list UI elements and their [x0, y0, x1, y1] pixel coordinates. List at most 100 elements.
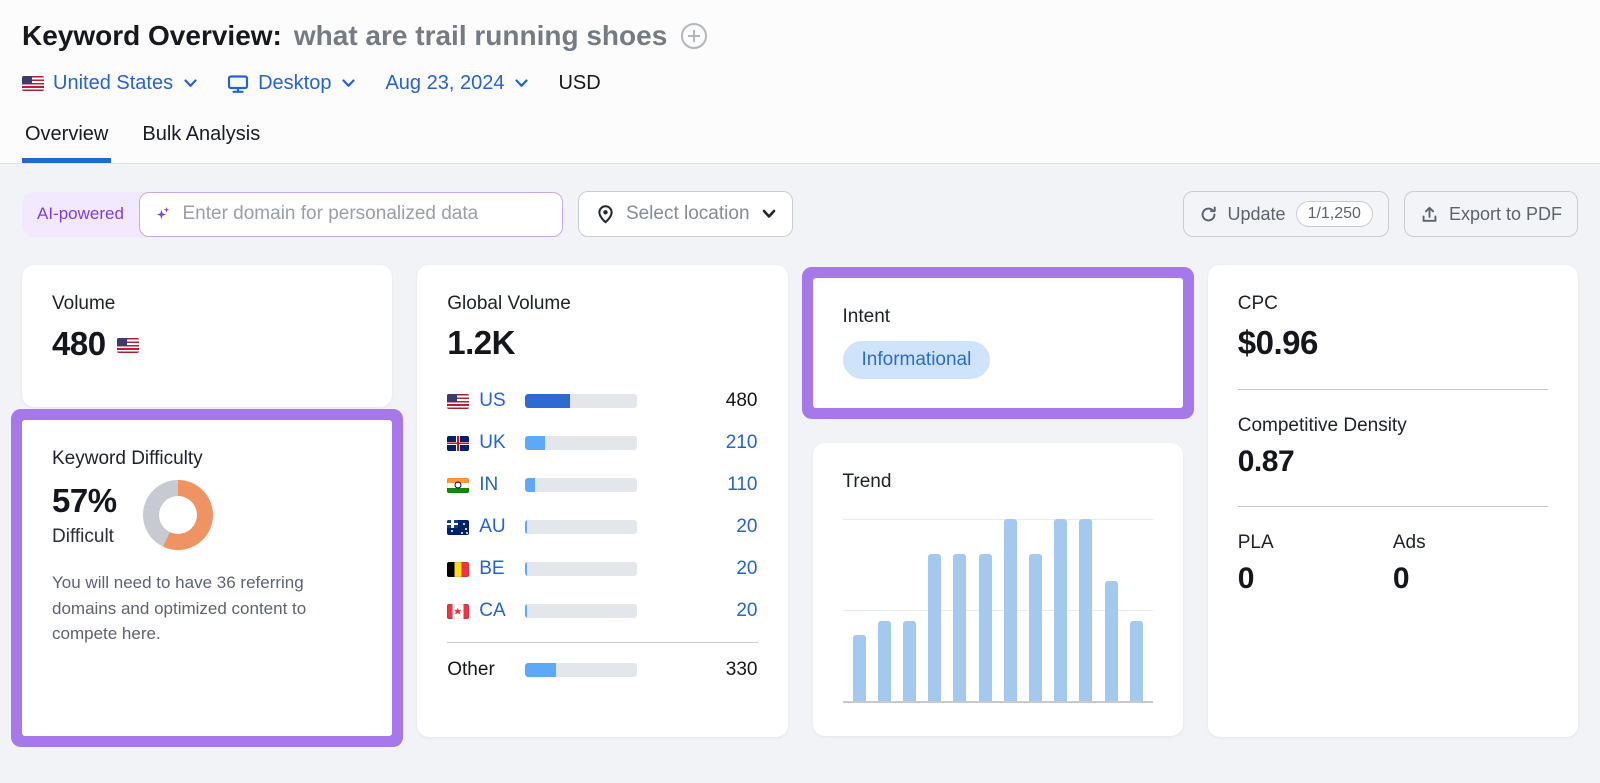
us-flag-icon: [116, 337, 139, 353]
country-code-link[interactable]: AU: [479, 516, 506, 537]
country-selector[interactable]: United States: [22, 72, 197, 95]
global-volume-card: Global Volume 1.2K US 480 UK 210 IN 110 AU 20 BE…: [417, 265, 788, 737]
donut-hole: [158, 496, 197, 534]
volume-bar: [525, 436, 638, 450]
country-volume-row: CA 20: [447, 590, 758, 632]
country-volume-value: 480: [725, 390, 758, 411]
pla-ads-row: PLA 0 Ads 0: [1238, 532, 1548, 596]
country-code-link[interactable]: US: [479, 390, 506, 411]
gridline: [842, 610, 1153, 611]
competitive-density-label: Competitive Density: [1237, 415, 1407, 436]
volume-value: 480: [52, 325, 106, 362]
difficulty-description: You will need to have 36 referring domai…: [52, 573, 307, 643]
country-code-link[interactable]: BE: [479, 558, 505, 579]
update-label: Update: [1227, 203, 1286, 224]
keyword-difficulty-value: 57%: [52, 482, 117, 519]
pla-block: PLA 0: [1238, 532, 1393, 596]
metrics-grid: Volume 480 Keyword Difficulty 57% Diffic…: [22, 265, 1578, 737]
trend-bar: [1003, 519, 1017, 701]
filters-row: United States Desktop Aug 23, 2024 USD: [22, 72, 1578, 95]
select-location-label: Select location: [625, 203, 750, 224]
column-4: CPC $0.96 Competitive Density 0.87 PLA 0…: [1207, 265, 1578, 737]
domain-input-wrapper: [138, 191, 563, 237]
keyword-difficulty-label: Keyword Difficulty: [52, 448, 203, 469]
difficulty-donut: [142, 480, 213, 550]
volume-bar: [525, 520, 638, 534]
select-location-button[interactable]: Select location: [577, 191, 793, 237]
global-volume-value: 1.2K: [447, 324, 515, 361]
divider: [1237, 506, 1548, 507]
trend-card: Trend: [812, 443, 1183, 736]
trend-label: Trend: [842, 471, 892, 492]
device-selector-label: Desktop: [258, 72, 332, 94]
cpc-label: CPC: [1237, 293, 1278, 314]
domain-input[interactable]: [182, 203, 548, 225]
date-selector[interactable]: Aug 23, 2024: [385, 72, 529, 95]
location-pin-icon: [598, 205, 613, 224]
uk-flag-icon: [447, 435, 470, 451]
intent-badge: Informational: [842, 341, 991, 379]
country-volume-row: BE 20: [447, 548, 758, 590]
page-header: Keyword Overview: what are trail running…: [0, 0, 1600, 164]
toolbar-right: Update 1/1,250 Export to PDF: [1182, 191, 1578, 237]
gridline: [842, 519, 1153, 520]
ai-powered-badge: AI-powered: [37, 204, 124, 223]
title-row: Keyword Overview: what are trail running…: [22, 20, 1578, 52]
country-volume-value[interactable]: 210: [725, 432, 758, 453]
intent-label: Intent: [842, 306, 891, 327]
keyword-difficulty-card: Keyword Difficulty 57% Difficult You wil…: [22, 420, 393, 736]
volume-bar: [525, 394, 638, 408]
export-pdf-button[interactable]: Export to PDF: [1403, 191, 1578, 237]
trend-bar: [953, 553, 967, 701]
trend-bar: [928, 553, 942, 701]
volume-card: Volume 480: [22, 265, 393, 407]
refresh-icon: [1201, 206, 1216, 221]
ca-flag-icon: [447, 603, 470, 619]
difficulty-level-label: Difficult: [52, 526, 114, 547]
country-code-link[interactable]: CA: [479, 600, 506, 621]
update-button[interactable]: Update 1/1,250: [1182, 191, 1389, 237]
other-volume-value: 330: [725, 659, 758, 680]
trend-bar: [902, 620, 916, 701]
device-selector[interactable]: Desktop: [227, 72, 356, 95]
tab-overview[interactable]: Overview: [22, 119, 111, 163]
trend-bar: [852, 635, 866, 701]
country-volume-value[interactable]: 20: [736, 516, 758, 537]
trend-bar: [978, 553, 992, 701]
toolbar: AI-powered Select location Update 1/1,25…: [22, 191, 1578, 237]
country-volume-row: IN 110: [447, 464, 758, 506]
competitive-density-value: 0.87: [1237, 445, 1295, 478]
export-pdf-label: Export to PDF: [1448, 203, 1562, 224]
be-flag-icon: [447, 561, 470, 577]
volume-bar: [525, 663, 638, 677]
country-volume-value[interactable]: 110: [727, 474, 758, 495]
global-volume-label: Global Volume: [447, 293, 571, 314]
other-label: Other: [447, 659, 495, 680]
country-volume-row: US 480: [447, 380, 758, 422]
us-flag-icon: [447, 393, 470, 409]
trend-bars: [852, 519, 1143, 701]
ads-label: Ads: [1392, 532, 1426, 553]
page-title: Keyword Overview:: [22, 20, 282, 51]
trend-bar: [1104, 580, 1118, 701]
volume-label: Volume: [52, 293, 116, 314]
divider: [447, 642, 758, 643]
cpc-value: $0.96: [1237, 324, 1319, 361]
keyword-text: what are trail running shoes: [293, 20, 668, 51]
pla-label: PLA: [1237, 532, 1274, 553]
in-flag-icon: [447, 477, 470, 493]
sparkle-icon: [156, 207, 170, 220]
country-volume-value[interactable]: 20: [736, 600, 758, 621]
country-volume-row: UK 210: [447, 422, 758, 464]
country-code-link[interactable]: IN: [479, 474, 499, 495]
pla-value: 0: [1237, 562, 1255, 595]
currency-label: USD: [558, 72, 601, 94]
country-selector-label: United States: [53, 72, 174, 94]
tab-bulk-analysis[interactable]: Bulk Analysis: [142, 123, 261, 145]
ai-powered-group: AI-powered: [22, 191, 563, 237]
add-keyword-icon[interactable]: [681, 23, 708, 49]
trend-bar: [1079, 519, 1093, 701]
country-code-link[interactable]: UK: [479, 432, 506, 453]
desktop-icon: [227, 74, 249, 93]
country-volume-value[interactable]: 20: [736, 558, 758, 579]
